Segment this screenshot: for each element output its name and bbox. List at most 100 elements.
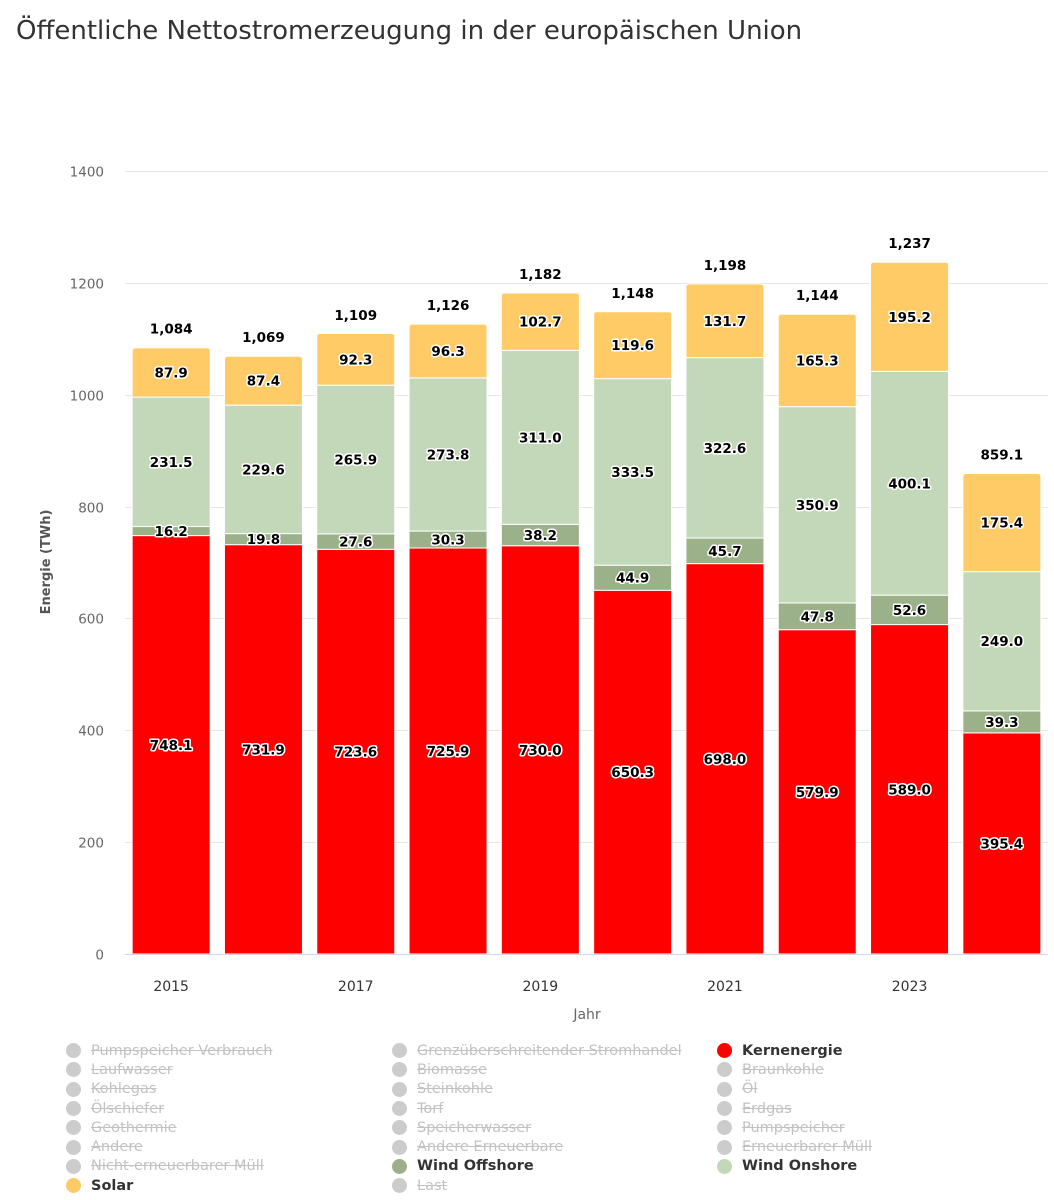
bars xyxy=(131,261,1042,955)
bar-segment[interactable] xyxy=(870,261,950,372)
bar-segment[interactable] xyxy=(685,563,765,955)
y-tick-label: 0 xyxy=(95,948,104,964)
y-tick-label: 1000 xyxy=(70,389,104,405)
legend-dot-icon xyxy=(66,1062,81,1078)
bar-segment[interactable] xyxy=(870,594,950,626)
legend-item[interactable]: Erdgas xyxy=(717,1099,872,1118)
data-label: 748.1 xyxy=(150,738,193,754)
bar-segment[interactable] xyxy=(593,311,673,380)
bar-segment[interactable] xyxy=(316,548,396,955)
bar-segment[interactable] xyxy=(777,602,857,631)
stacked-bar-chart: 0 200 400 600 800 1000 1200 1400 748.1 16.2 231.5… xyxy=(39,165,1048,1023)
legend-item[interactable]: Öl xyxy=(717,1080,872,1099)
bar-segment[interactable] xyxy=(962,732,1042,955)
bar-segment[interactable] xyxy=(870,624,950,955)
bar-segment[interactable] xyxy=(593,378,673,566)
bar-segment[interactable] xyxy=(962,473,1042,573)
legend-item[interactable]: Solar xyxy=(66,1176,272,1195)
y-axis-title: Energie (TWh) xyxy=(39,510,54,615)
legend-item[interactable]: Pumpspeicher xyxy=(717,1118,872,1137)
legend-item[interactable]: Andere xyxy=(66,1137,272,1156)
legend-label: Speicherwasser xyxy=(417,1119,532,1136)
bar-segment[interactable] xyxy=(962,571,1042,712)
bar-segment[interactable] xyxy=(316,333,396,386)
y-axis-ticks: 0 200 400 600 800 1000 1200 1400 xyxy=(70,165,104,964)
legend-dot-icon xyxy=(717,1043,732,1059)
data-label: 395.4 xyxy=(980,836,1023,852)
bar-segment[interactable] xyxy=(593,564,673,591)
bar-segment[interactable] xyxy=(223,544,303,955)
legend-dot-icon xyxy=(717,1158,732,1174)
legend-item[interactable]: Wind Onshore xyxy=(717,1157,872,1176)
legend-label: Andere Erneuerbare xyxy=(417,1139,564,1156)
legend-item[interactable]: Torf xyxy=(392,1099,682,1118)
bar-segment[interactable] xyxy=(131,347,211,398)
bar-segment[interactable] xyxy=(685,283,765,359)
x-tick-label: 2021 xyxy=(707,979,743,995)
total-label: 1,198 xyxy=(704,258,747,274)
data-label: 249.0 xyxy=(980,634,1023,650)
data-label: 229.6 xyxy=(242,462,285,478)
total-label: 859.1 xyxy=(980,448,1023,464)
data-label: 273.8 xyxy=(427,448,470,464)
legend-item[interactable]: Nicht-erneuerbarer Müll xyxy=(66,1157,272,1176)
legend-label: Geothermie xyxy=(91,1119,177,1136)
legend-item[interactable]: Andere Erneuerbare xyxy=(392,1137,682,1156)
legend-column: Pumpspeicher Verbrauch Laufwasser Kohlegas… xyxy=(66,1041,272,1195)
legend-label: Torf xyxy=(417,1100,444,1117)
legend-label: Erneuerbarer Müll xyxy=(742,1139,873,1156)
total-label: 1,182 xyxy=(519,267,562,283)
data-label: 119.6 xyxy=(611,338,654,354)
legend-dot-icon xyxy=(392,1139,407,1155)
legend-label: Steinkohle xyxy=(417,1081,493,1098)
data-label: 47.8 xyxy=(801,609,834,625)
bar-segment[interactable] xyxy=(685,357,765,539)
bar-segment[interactable] xyxy=(593,589,673,955)
legend-label: Last xyxy=(417,1177,448,1194)
bar-segment[interactable] xyxy=(223,355,303,406)
data-label: 231.5 xyxy=(150,455,193,471)
legend-dot-icon xyxy=(392,1043,407,1059)
legend-item[interactable]: Pumpspeicher Verbrauch xyxy=(66,1041,272,1060)
legend-label: Ölschiefer xyxy=(91,1100,165,1117)
bar-segment[interactable] xyxy=(408,323,488,379)
legend-dot-icon xyxy=(392,1178,407,1194)
data-label: 131.7 xyxy=(704,314,747,330)
legend-item[interactable]: Kohlegas xyxy=(66,1080,272,1099)
total-label: 1,237 xyxy=(888,236,931,252)
legend-dot-icon xyxy=(66,1081,81,1097)
legend-item[interactable]: Geothermie xyxy=(66,1118,272,1137)
legend-item[interactable]: Biomasse xyxy=(392,1060,682,1079)
legend-item[interactable]: Grenzüberschreitender Stromhandel xyxy=(392,1041,682,1060)
bar-segment[interactable] xyxy=(408,377,488,532)
data-label: 195.2 xyxy=(888,310,931,326)
legend-item[interactable]: Laufwasser xyxy=(66,1060,272,1079)
legend-label: Braunkohle xyxy=(742,1061,825,1078)
legend-label: Solar xyxy=(91,1177,134,1194)
bar-segment[interactable] xyxy=(223,404,303,535)
legend-item[interactable]: Speicherwasser xyxy=(392,1118,682,1137)
legend-label: Laufwasser xyxy=(91,1061,173,1078)
bar-segment[interactable] xyxy=(500,349,580,525)
legend-dot-icon xyxy=(392,1120,407,1136)
bar-segment[interactable] xyxy=(777,629,857,955)
legend-dot-icon xyxy=(392,1158,407,1174)
data-label: 30.3 xyxy=(431,533,464,549)
bar-segment[interactable] xyxy=(500,292,580,351)
legend-item[interactable]: Wind Offshore xyxy=(392,1157,682,1176)
legend-item[interactable]: Ölschiefer xyxy=(66,1099,272,1118)
legend-label: Grenzüberschreitender Stromhandel xyxy=(417,1042,682,1059)
legend-item[interactable]: Braunkohle xyxy=(717,1060,872,1079)
legend-item[interactable]: Steinkohle xyxy=(392,1080,682,1099)
bar-segment[interactable] xyxy=(500,545,580,955)
data-label: 731.9 xyxy=(242,742,285,758)
data-label: 311.0 xyxy=(519,430,562,446)
bar-segment[interactable] xyxy=(408,547,488,955)
legend-item[interactable]: Kernenergie xyxy=(717,1041,872,1060)
legend-item[interactable]: Erneuerbarer Müll xyxy=(717,1137,872,1156)
bar-segment[interactable] xyxy=(316,384,396,535)
bar-segment[interactable] xyxy=(777,313,857,408)
legend-item[interactable]: Last xyxy=(392,1176,682,1195)
bar-segment[interactable] xyxy=(777,406,857,604)
bar-segment[interactable] xyxy=(131,396,211,528)
